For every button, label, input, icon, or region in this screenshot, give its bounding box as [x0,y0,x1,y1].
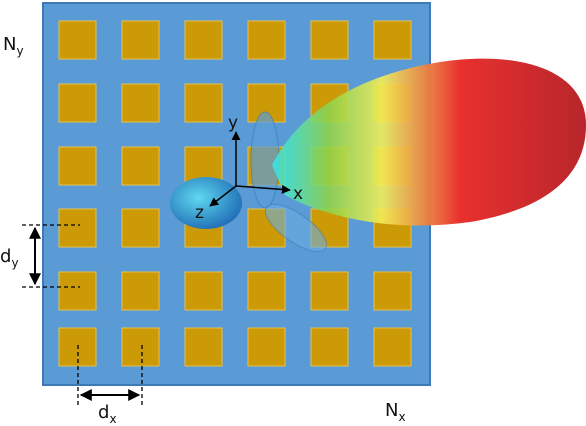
back-lobe [170,177,242,229]
patch [58,208,97,248]
patch [310,327,349,367]
patch [247,327,286,367]
patch [184,271,223,311]
patch [58,271,97,311]
patch [373,327,412,367]
patch [184,327,223,367]
axis-label: z [195,203,204,223]
patch [58,83,97,123]
label-dx: dx [98,402,117,426]
patch [121,208,160,248]
patch [58,146,97,186]
label-ny: Ny [3,34,24,58]
axis-z [209,185,237,207]
patch [310,271,349,311]
patch [247,20,286,60]
patch [121,271,160,311]
main-lobe [272,58,586,226]
patch [58,20,97,60]
axis-label: y [228,113,238,133]
patch [121,327,160,367]
label-dy: dy [0,246,19,270]
patch [121,20,160,60]
patch [121,83,160,123]
patch [121,146,160,186]
patch [184,20,223,60]
patch [373,20,412,60]
patch [184,83,223,123]
side-lobe [264,203,328,253]
label-nx: Nx [385,400,406,424]
patch [247,271,286,311]
patch [373,271,412,311]
patch [310,20,349,60]
axis-label: x [293,184,303,204]
axis-x [235,184,291,194]
